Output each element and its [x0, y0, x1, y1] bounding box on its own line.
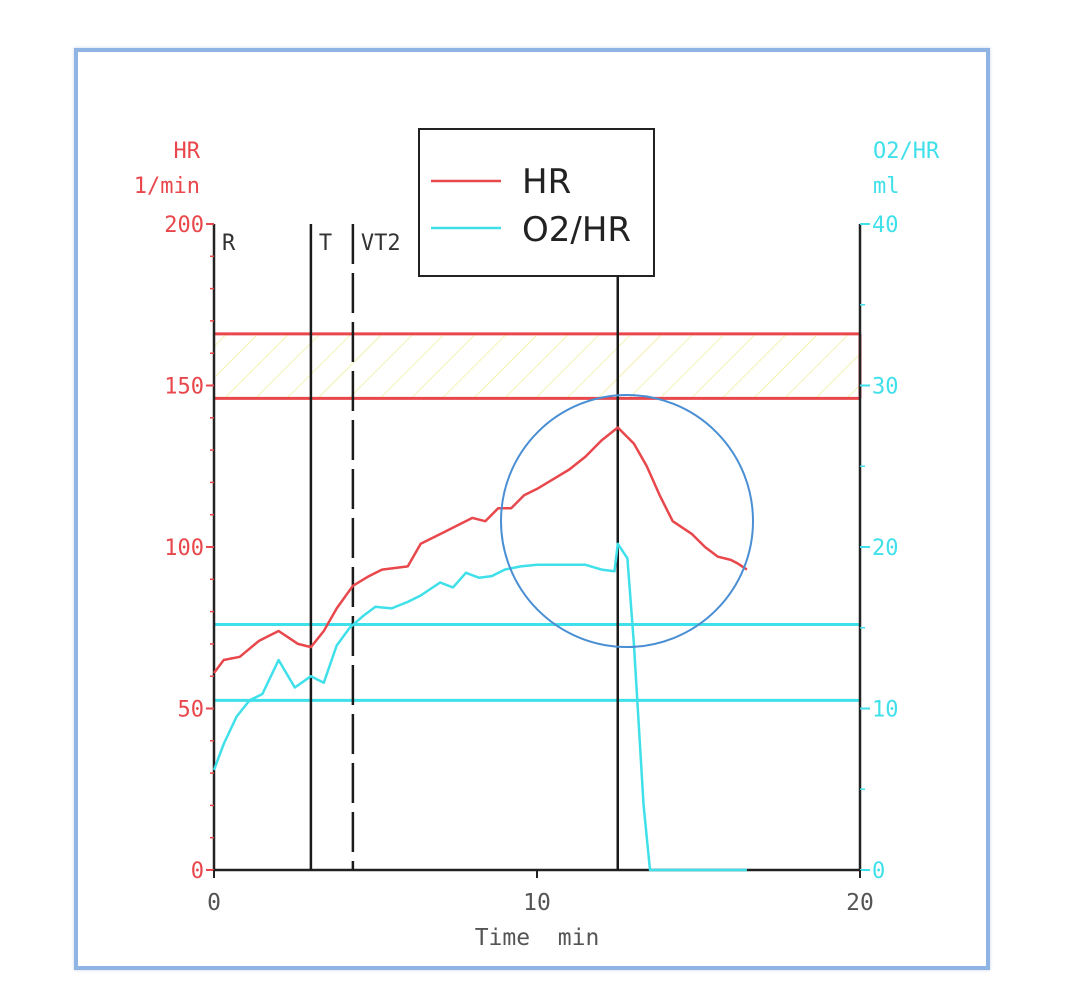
hr-series-line	[212, 426, 748, 674]
right-axis-tick-label: 20	[872, 536, 899, 561]
left-axis-tick-label: 0	[191, 859, 204, 884]
right-axis-label-2: ml	[873, 174, 900, 199]
o2hr-series-line	[212, 542, 747, 872]
x-axis-tick-label: 20	[846, 890, 874, 916]
legend-box	[418, 128, 655, 277]
left-axis-label-1: HR	[174, 139, 201, 164]
right-axis-label-1: O2/HR	[873, 139, 940, 164]
left-axis-tick-label: 100	[164, 536, 204, 561]
left-axis-tick-label: 200	[164, 213, 204, 238]
left-axis-label-2: 1/min	[134, 174, 200, 199]
right-axis-tick-label: 30	[872, 375, 899, 400]
left-axis-tick-label: 50	[178, 698, 205, 723]
hr-target-band-fill	[214, 333, 860, 399]
legend: HR O2/HR	[418, 128, 655, 277]
x-axis-tick-label: 10	[523, 890, 551, 916]
right-axis-tick-label: 0	[872, 859, 885, 884]
marker-label: T	[319, 231, 332, 256]
marker-label: R	[222, 231, 236, 256]
highlight-circle	[500, 394, 754, 648]
legend-o2hr-label: O2/HR	[522, 210, 631, 250]
legend-hr-label: HR	[522, 162, 571, 202]
right-axis-tick-label: 40	[872, 213, 899, 238]
x-axis-tick-label: 0	[207, 890, 221, 916]
right-axis-tick-label: 10	[872, 698, 899, 723]
x-axis-label: Time min	[475, 925, 600, 951]
left-axis-tick-label: 150	[164, 375, 204, 400]
marker-label: VT2	[361, 231, 401, 256]
